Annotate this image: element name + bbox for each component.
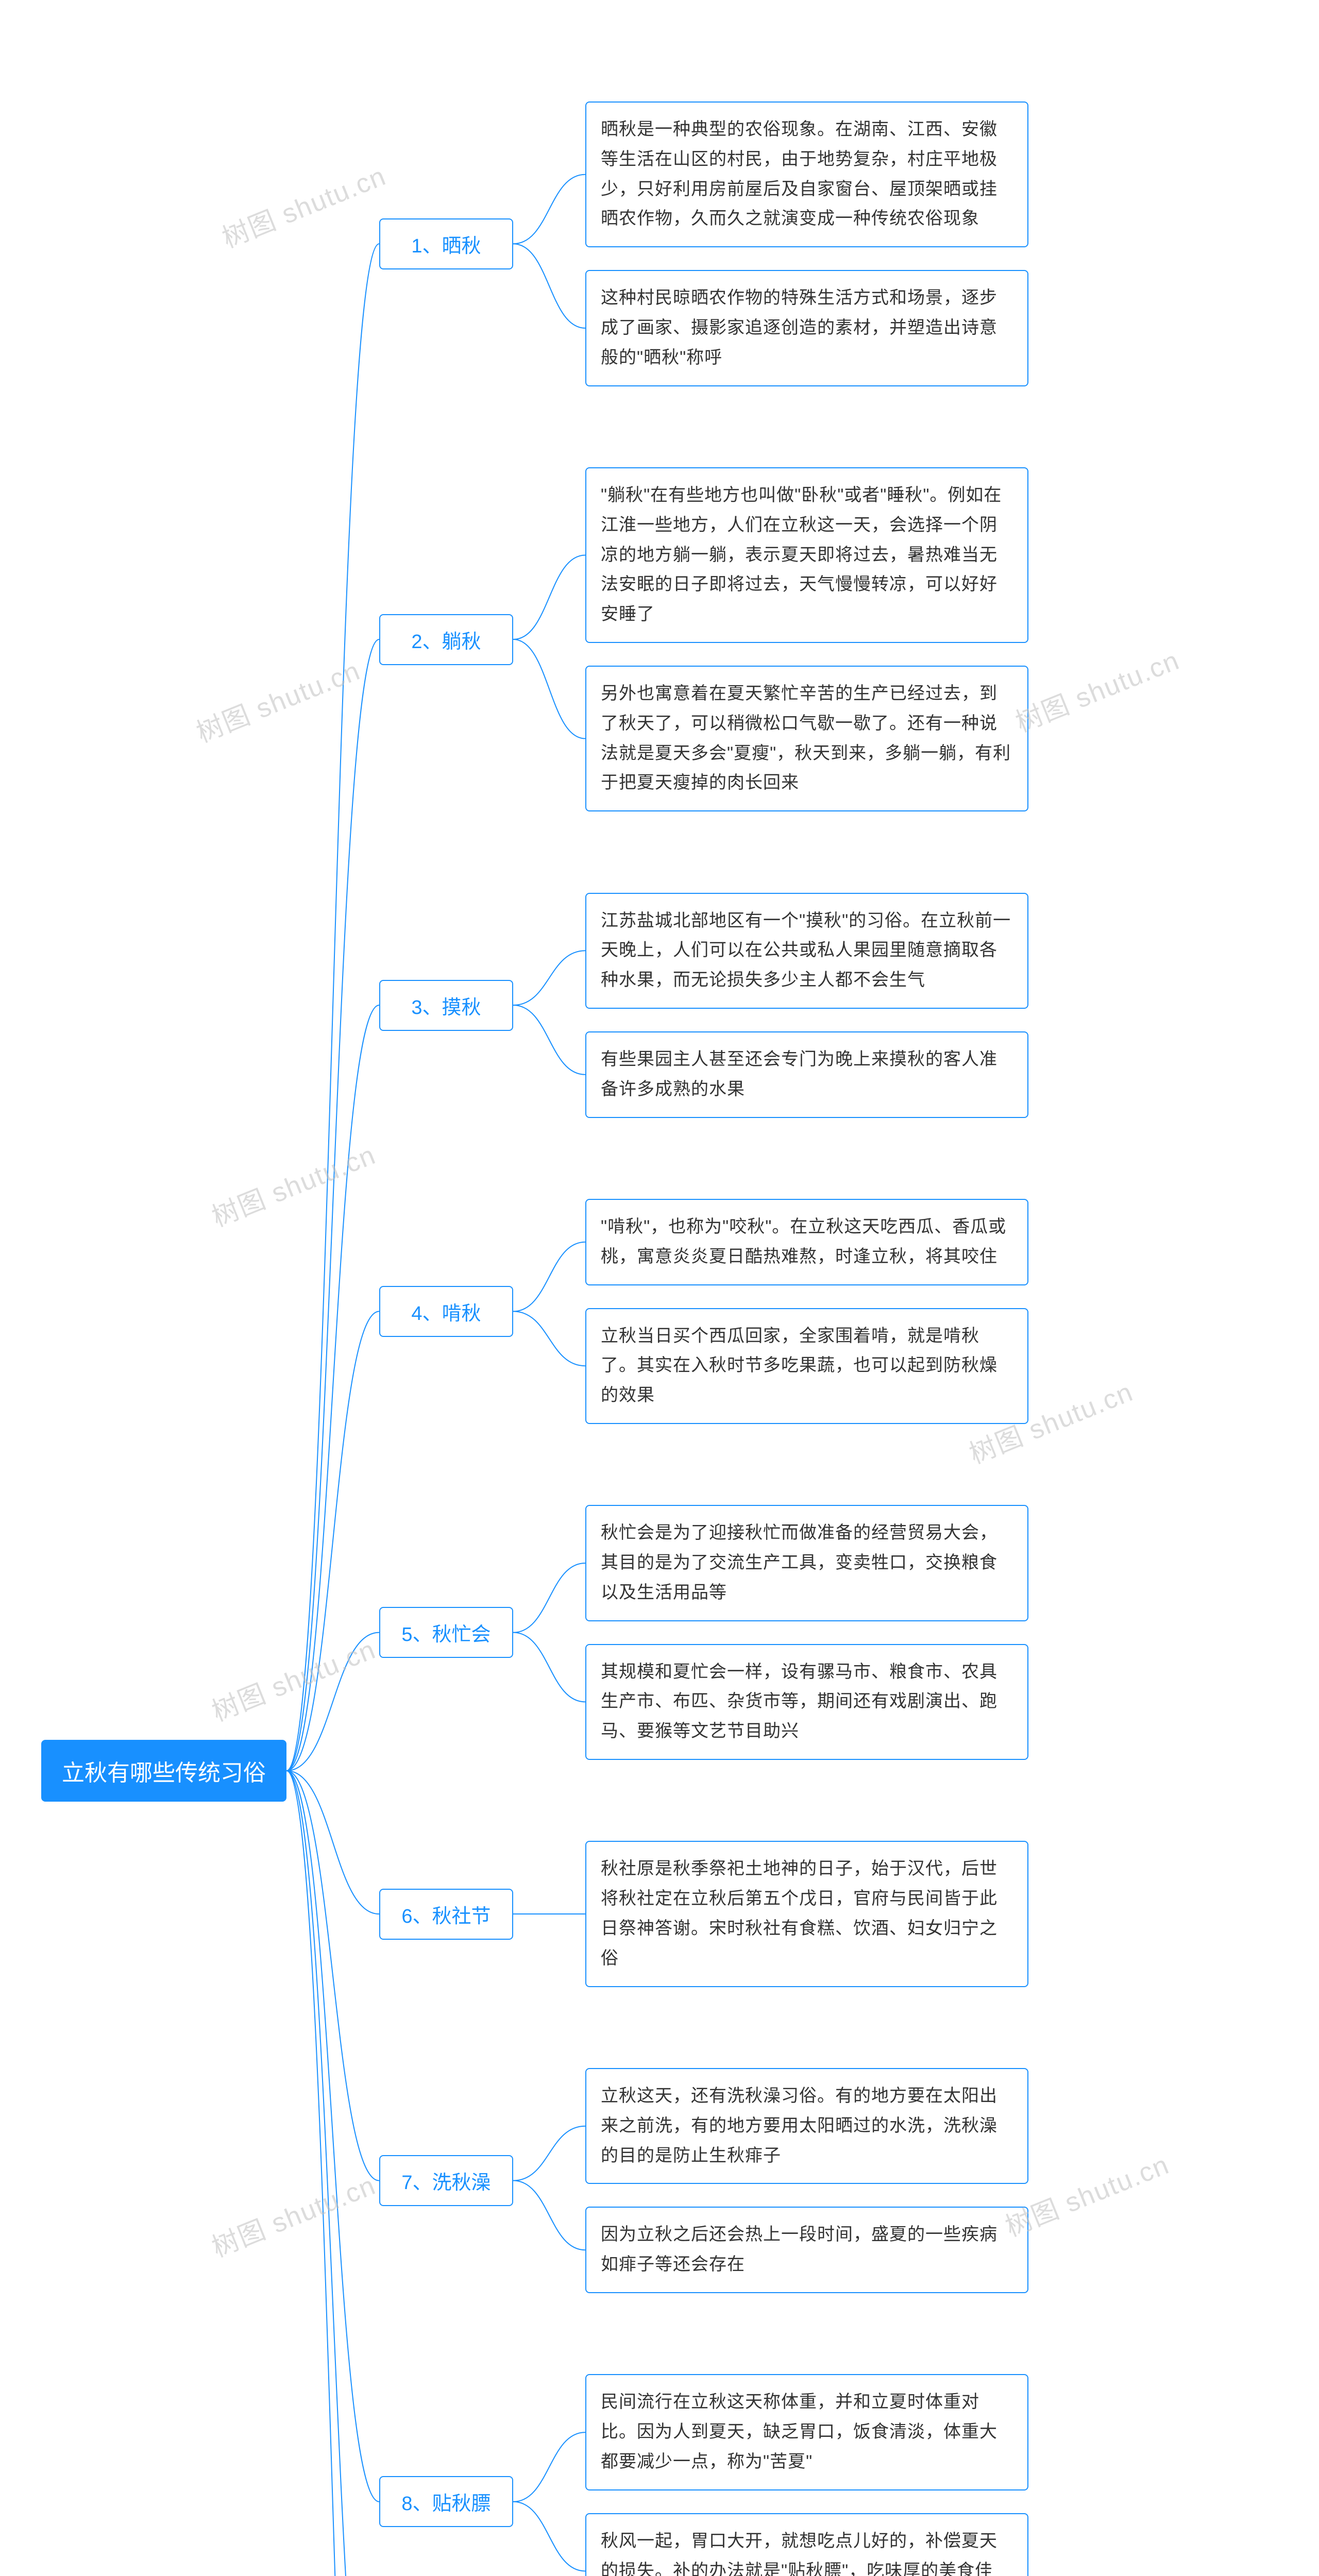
leaf-column: 民间流行在立秋这天称体重，并和立夏时体重对比。因为人到夏天，缺乏胃口，饭食清淡，… (585, 2374, 1028, 2576)
branch-node: 5、秋忙会 (379, 1607, 513, 1658)
branch-item: 1、晒秋 晒秋是一种典型的农俗现象。在湖南、江西、安徽等生活在山区的村民，由于地势… (379, 101, 1029, 386)
leaf-node: "躺秋"在有些地方也叫做"卧秋"或者"睡秋"。例如在江淮一些地方，人们在立秋这一… (585, 467, 1028, 643)
branch-node: 1、晒秋 (379, 218, 513, 269)
leaf-node: 因为立秋之后还会热上一段时间，盛夏的一些疾病如痱子等还会存在 (585, 2207, 1028, 2293)
leaf-column: 秋社原是秋季祭祀土地神的日子，始于汉代，后世将秋社定在立秋后第五个戊日，官府与民… (585, 1841, 1028, 1987)
leaf-node: 立秋这天，还有洗秋澡习俗。有的地方要在太阳出来之前洗，有的地方要用太阳晒过的水洗… (585, 2068, 1028, 2184)
branch-node: 8、贴秋膘 (379, 2476, 513, 2527)
leaf-node: 其规模和夏忙会一样，设有骡马市、粮食市、农具生产市、布匹、杂货市等，期间还有戏剧… (585, 1644, 1028, 1760)
leaf-node: 晒秋是一种典型的农俗现象。在湖南、江西、安徽等生活在山区的村民，由于地势复杂，村… (585, 101, 1028, 247)
branch-item: 5、秋忙会 秋忙会是为了迎接秋忙而做准备的经营贸易大会，其目的是为了交流生产工具，… (379, 1505, 1029, 1760)
branch-node: 2、躺秋 (379, 614, 513, 665)
leaf-node: 立秋当日买个西瓜回家，全家围着啃，就是啃秋了。其实在入秋时节多吃果蔬，也可以起到… (585, 1308, 1028, 1424)
leaf-node: 秋风一起，胃口大开，就想吃点儿好的，补偿夏天的损失。补的办法就是"贴秋膘"，吃味… (585, 2513, 1028, 2576)
leaf-node: "啃秋"，也称为"咬秋"。在立秋这天吃西瓜、香瓜或桃，寓意炎炎夏日酷热难熬，时逢… (585, 1199, 1028, 1285)
leaf-column: 立秋这天，还有洗秋澡习俗。有的地方要在太阳出来之前洗，有的地方要用太阳晒过的水洗… (585, 2068, 1028, 2293)
branch-item: 3、摸秋 江苏盐城北部地区有一个"摸秋"的习俗。在立秋前一天晚上，人们可以在公共或… (379, 893, 1029, 1118)
leaf-column: 晒秋是一种典型的农俗现象。在湖南、江西、安徽等生活在山区的村民，由于地势复杂，村… (585, 101, 1028, 386)
leaf-column: "躺秋"在有些地方也叫做"卧秋"或者"睡秋"。例如在江淮一些地方，人们在立秋这一… (585, 467, 1028, 811)
leaf-node: 这种村民晾晒农作物的特殊生活方式和场景，逐步成了画家、摄影家追逐创造的素材，并塑… (585, 270, 1028, 386)
leaf-node: 另外也寓意着在夏天繁忙辛苦的生产已经过去，到了秋天了，可以稍微松口气歇一歇了。还… (585, 666, 1028, 811)
leaf-column: 江苏盐城北部地区有一个"摸秋"的习俗。在立秋前一天晚上，人们可以在公共或私人果园… (585, 893, 1028, 1118)
branch-node: 6、秋社节 (379, 1889, 513, 1940)
branch-node: 3、摸秋 (379, 980, 513, 1031)
leaf-node: 江苏盐城北部地区有一个"摸秋"的习俗。在立秋前一天晚上，人们可以在公共或私人果园… (585, 893, 1028, 1009)
leaf-node: 有些果园主人甚至还会专门为晚上来摸秋的客人准备许多成熟的水果 (585, 1031, 1028, 1118)
branch-node: 4、啃秋 (379, 1286, 513, 1337)
branch-item: 8、贴秋膘 民间流行在立秋这天称体重，并和立夏时体重对比。因为人到夏天，缺乏胃口，… (379, 2374, 1029, 2576)
branch-item: 7、洗秋澡 立秋这天，还有洗秋澡习俗。有的地方要在太阳出来之前洗，有的地方要用太阳… (379, 2068, 1029, 2293)
leaf-column: "啃秋"，也称为"咬秋"。在立秋这天吃西瓜、香瓜或桃，寓意炎炎夏日酷热难熬，时逢… (585, 1199, 1028, 1424)
branch-item: 6、秋社节 秋社原是秋季祭祀土地神的日子，始于汉代，后世将秋社定在立秋后第五个戊日… (379, 1841, 1029, 1987)
leaf-node: 秋社原是秋季祭祀土地神的日子，始于汉代，后世将秋社定在立秋后第五个戊日，官府与民… (585, 1841, 1028, 1987)
leaf-node: 民间流行在立秋这天称体重，并和立夏时体重对比。因为人到夏天，缺乏胃口，饭食清淡，… (585, 2374, 1028, 2490)
root-node: 立秋有哪些传统习俗 (41, 1740, 286, 1802)
branch-item: 2、躺秋 "躺秋"在有些地方也叫做"卧秋"或者"睡秋"。例如在江淮一些地方，人们在… (379, 467, 1029, 811)
branch-node: 7、洗秋澡 (379, 2155, 513, 2206)
leaf-node: 秋忙会是为了迎接秋忙而做准备的经营贸易大会，其目的是为了交流生产工具，变卖牲口，… (585, 1505, 1028, 1621)
leaf-column: 秋忙会是为了迎接秋忙而做准备的经营贸易大会，其目的是为了交流生产工具，变卖牲口，… (585, 1505, 1028, 1760)
branch-item: 4、啃秋 "啃秋"，也称为"咬秋"。在立秋这天吃西瓜、香瓜或桃，寓意炎炎夏日酷热难… (379, 1199, 1029, 1424)
